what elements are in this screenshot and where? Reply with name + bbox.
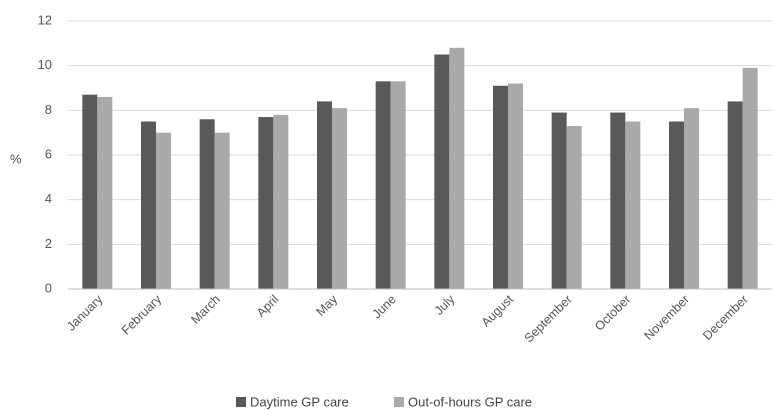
bar-out-of-hours-february bbox=[156, 132, 171, 289]
y-tick-label: 2 bbox=[45, 236, 52, 251]
y-tick-label: 0 bbox=[45, 280, 52, 295]
bar-daytime-february bbox=[141, 121, 156, 289]
bar-daytime-august bbox=[493, 85, 508, 290]
bar-out-of-hours-october bbox=[625, 121, 641, 289]
bar-daytime-january bbox=[82, 94, 98, 289]
bar-daytime-december bbox=[727, 101, 743, 290]
x-tick-label: May bbox=[314, 292, 341, 319]
x-tick-label: November bbox=[641, 292, 692, 343]
y-tick-label: 4 bbox=[45, 191, 52, 206]
bar-out-of-hours-may bbox=[332, 108, 347, 289]
bar-daytime-november bbox=[669, 121, 684, 289]
legend: Daytime GP care Out-of-hours GP care bbox=[236, 394, 532, 409]
bar-out-of-hours-april bbox=[273, 114, 289, 289]
x-tick-label: January bbox=[64, 292, 106, 334]
x-tick-label: December bbox=[700, 292, 751, 343]
bar-daytime-may bbox=[317, 101, 332, 290]
x-tick-label: February bbox=[119, 292, 165, 338]
bar-daytime-september bbox=[551, 112, 567, 289]
legend-swatch bbox=[394, 397, 404, 407]
legend-label: Daytime GP care bbox=[250, 394, 349, 409]
bar-out-of-hours-december bbox=[742, 67, 758, 290]
gridlines bbox=[68, 20, 772, 290]
bar-out-of-hours-november bbox=[684, 108, 699, 289]
bar-out-of-hours-september bbox=[566, 125, 582, 289]
bars bbox=[82, 47, 758, 290]
bar-daytime-october bbox=[610, 112, 626, 289]
y-tick-label: 6 bbox=[45, 146, 52, 161]
y-axis-title: % bbox=[10, 151, 22, 166]
bar-out-of-hours-march bbox=[214, 132, 230, 289]
x-tick-label: August bbox=[479, 292, 517, 330]
legend-label: Out-of-hours GP care bbox=[408, 394, 532, 409]
bar-out-of-hours-june bbox=[390, 81, 406, 289]
x-tick-label: June bbox=[370, 292, 399, 321]
x-tick-label: July bbox=[432, 292, 458, 318]
bar-daytime-april bbox=[258, 117, 274, 290]
legend-swatch bbox=[236, 397, 246, 407]
bar-daytime-july bbox=[434, 54, 450, 289]
bar-out-of-hours-january bbox=[97, 96, 113, 289]
x-tick-label: April bbox=[254, 292, 282, 320]
bar-out-of-hours-august bbox=[508, 83, 523, 290]
x-tick-label: September bbox=[522, 292, 575, 345]
x-tick-label: March bbox=[188, 292, 222, 326]
y-tick-label: 8 bbox=[45, 102, 52, 117]
y-tick-label: 10 bbox=[38, 57, 52, 72]
bar-daytime-june bbox=[375, 81, 391, 289]
x-tick-label: October bbox=[592, 292, 633, 333]
bar-daytime-march bbox=[199, 119, 215, 290]
y-tick-label: 12 bbox=[38, 12, 52, 27]
bar-out-of-hours-july bbox=[449, 47, 465, 289]
